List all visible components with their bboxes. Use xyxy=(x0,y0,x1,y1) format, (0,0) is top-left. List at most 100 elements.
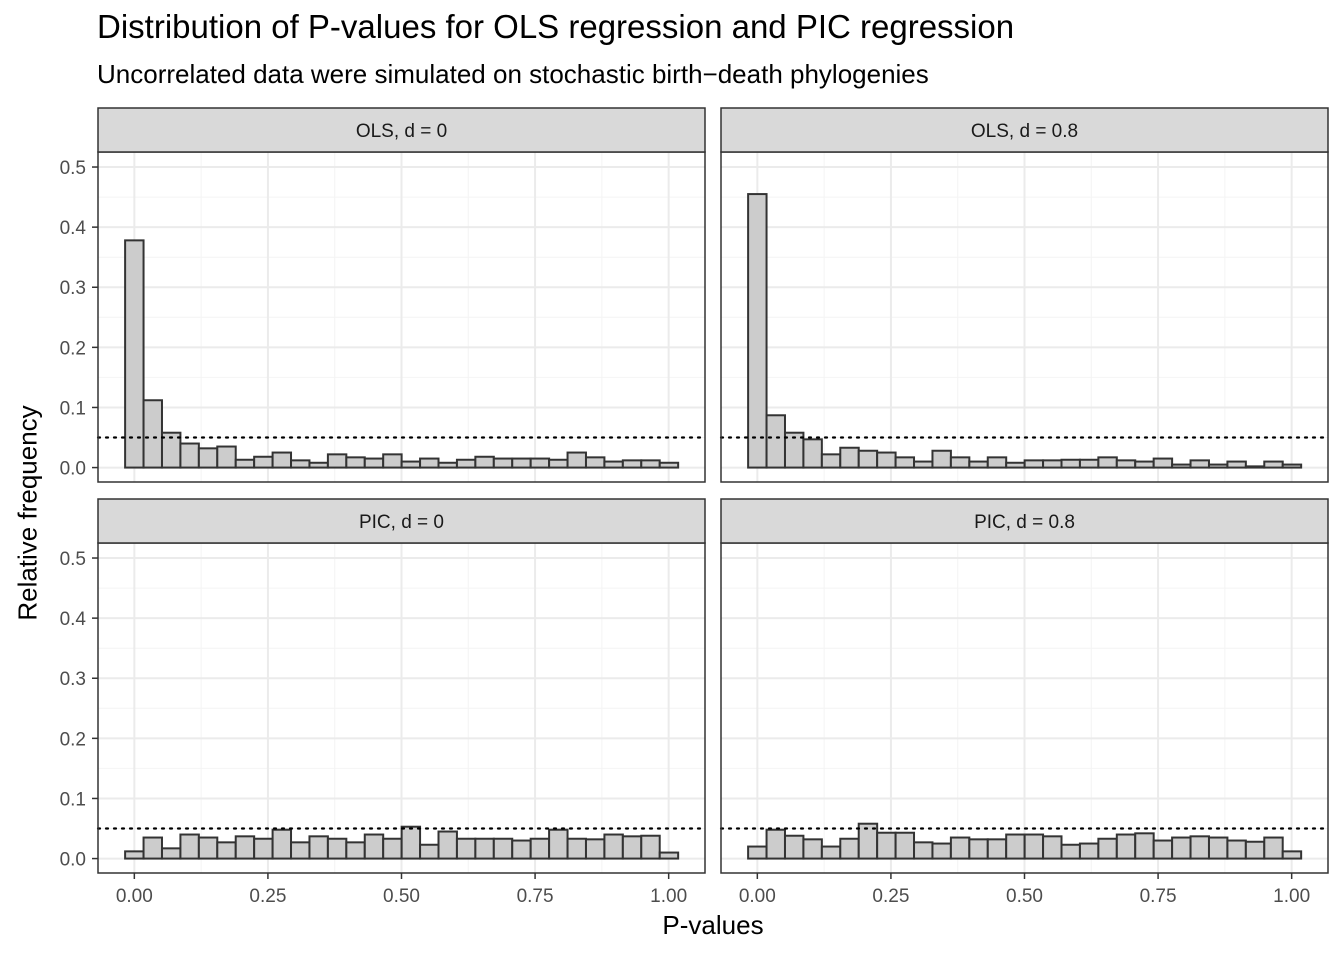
histogram-bar xyxy=(1042,459,1063,469)
histogram-bar xyxy=(511,839,532,860)
y-tick-label: 0.2 xyxy=(60,338,86,359)
histogram-bar xyxy=(931,842,952,860)
histogram-bar xyxy=(1171,463,1192,469)
x-tick-label: 0.75 xyxy=(1140,886,1177,907)
histogram-bar xyxy=(968,460,989,469)
histogram-bar xyxy=(216,841,237,860)
histogram-bar xyxy=(326,453,348,469)
histogram-bar xyxy=(1263,836,1284,860)
histogram-bar xyxy=(802,838,823,860)
histogram-bar xyxy=(949,836,971,860)
histogram-bar xyxy=(142,836,163,860)
histogram-bar xyxy=(548,828,569,860)
x-tick-label: 0.75 xyxy=(517,886,554,907)
histogram-bar xyxy=(640,459,661,469)
histogram-bar xyxy=(474,837,495,860)
histogram-bar xyxy=(1097,837,1118,860)
histogram-bar xyxy=(949,456,971,469)
y-tick-label: 0.0 xyxy=(60,459,86,480)
histogram-bar xyxy=(382,453,403,469)
histogram-bar xyxy=(1005,833,1026,860)
histogram-bar xyxy=(271,451,293,469)
histogram-bar xyxy=(271,828,293,860)
y-tick-label: 0.1 xyxy=(60,789,86,810)
histogram-bar xyxy=(1005,461,1026,469)
histogram-bar xyxy=(1115,459,1137,469)
histogram-bar xyxy=(1152,457,1174,469)
facet-strip-label: OLS, d = 0.8 xyxy=(971,121,1078,142)
histogram-bar xyxy=(566,451,587,469)
histogram-bar xyxy=(876,831,897,860)
histogram-bar xyxy=(492,457,514,469)
x-tick-label: 0.25 xyxy=(872,886,909,907)
histogram-bar xyxy=(455,458,477,469)
histogram-bar xyxy=(1244,465,1266,469)
histogram-bar xyxy=(216,445,237,469)
histogram-bar xyxy=(363,457,385,469)
facet-panel: OLS, d = 0 0.0 0.1 0.2 0.3 0.4 0.5 xyxy=(60,107,707,483)
histogram-bar xyxy=(1023,459,1045,469)
histogram-bar xyxy=(179,442,200,469)
x-tick-label: 0.00 xyxy=(739,886,776,907)
histogram-bar xyxy=(566,837,587,860)
histogram-bar xyxy=(765,828,786,860)
histogram-bar xyxy=(968,838,989,860)
histogram-bar xyxy=(1171,836,1192,860)
x-axis-label: P-values xyxy=(662,910,764,940)
histogram-bar xyxy=(197,836,219,860)
histogram-bar xyxy=(747,845,768,860)
histogram-bar xyxy=(658,461,680,469)
histogram-bar xyxy=(1134,832,1155,860)
histogram-bar xyxy=(474,455,495,469)
histogram-bar xyxy=(931,449,952,469)
histogram-bar xyxy=(290,841,311,860)
histogram-bar xyxy=(455,837,477,860)
histogram-bar xyxy=(548,458,569,469)
histogram-bar xyxy=(253,837,274,860)
histogram-bar xyxy=(308,461,329,469)
histogram-bar xyxy=(1207,836,1229,860)
histogram-bar xyxy=(1281,463,1303,469)
x-tick-label: 0.50 xyxy=(1006,886,1043,907)
histogram-bar xyxy=(621,459,643,469)
histogram-bar xyxy=(400,825,422,860)
histogram-bar xyxy=(1226,460,1247,469)
histogram-bar xyxy=(437,830,458,860)
histogram-bar xyxy=(1042,835,1063,860)
histogram-bar xyxy=(1226,839,1247,860)
histogram-bar xyxy=(1134,460,1155,469)
y-tick-label: 0.4 xyxy=(60,218,87,239)
histogram-bar xyxy=(345,456,366,469)
histogram-bar xyxy=(1189,459,1210,469)
histogram-bar xyxy=(1281,850,1303,860)
histogram-bar xyxy=(511,457,532,469)
histogram-bar xyxy=(986,456,1008,469)
histogram-bar xyxy=(419,843,440,860)
histogram-bar xyxy=(783,834,805,860)
facet-strip xyxy=(97,107,706,153)
histogram-bar xyxy=(1207,463,1229,469)
x-tick-label: 0.00 xyxy=(116,886,153,907)
y-tick-label: 0.4 xyxy=(60,609,87,630)
y-tick-label: 0.3 xyxy=(60,669,86,690)
histogram-bar xyxy=(913,841,934,860)
x-tick-label: 0.25 xyxy=(249,886,286,907)
histogram-bar xyxy=(234,458,256,469)
histogram-bar xyxy=(382,837,403,860)
histogram-bar xyxy=(492,837,514,860)
histogram-bar xyxy=(820,845,842,860)
histogram-bar xyxy=(1115,833,1137,860)
histogram-bar xyxy=(986,838,1008,860)
histogram-bar xyxy=(913,460,934,469)
histogram-bar xyxy=(1097,456,1118,469)
histogram-bar xyxy=(621,835,643,860)
histogram-bar xyxy=(839,446,860,469)
histogram-bar xyxy=(1263,460,1284,469)
histogram-bar xyxy=(603,833,624,860)
histogram-bar xyxy=(326,837,348,860)
y-tick-label: 0.5 xyxy=(60,549,86,570)
histogram-bar xyxy=(894,456,916,469)
histogram-bar xyxy=(437,461,458,469)
histogram-bar xyxy=(142,399,163,469)
